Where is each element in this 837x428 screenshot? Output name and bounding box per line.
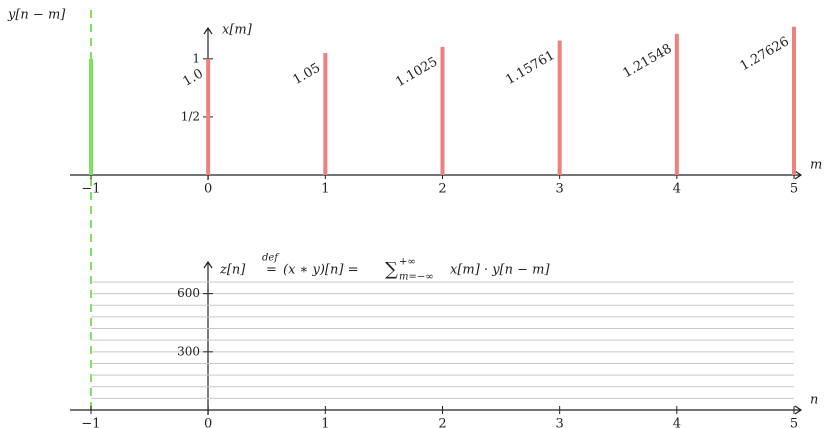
y-tick-label: 1 bbox=[192, 51, 200, 65]
x-tick-label: 5 bbox=[790, 182, 798, 197]
x-axis-label: n bbox=[810, 393, 818, 408]
label-part: +∞ bbox=[399, 257, 416, 268]
y-tick-label: 600 bbox=[177, 286, 200, 300]
bar bbox=[557, 40, 562, 175]
x-tick-label: 0 bbox=[204, 417, 212, 428]
x-tick-label: −1 bbox=[81, 182, 100, 197]
x-tick-label: 5 bbox=[790, 417, 798, 428]
y-axis-label: z[n] def = (x ∗ y)[n] = ∑ +∞ m=−∞ x[m] ·… bbox=[219, 253, 550, 283]
x-tick-label: 3 bbox=[556, 182, 564, 197]
label-part: (x ∗ y)[n] = bbox=[283, 263, 358, 278]
value-label: 1.1025 bbox=[393, 54, 440, 90]
x-tick-label: 1 bbox=[321, 417, 329, 428]
bar bbox=[674, 33, 679, 175]
bar bbox=[792, 26, 796, 175]
x-tick-label: 3 bbox=[556, 417, 564, 428]
x-tick-label: 4 bbox=[673, 182, 681, 197]
bar bbox=[323, 53, 328, 175]
top-axes bbox=[70, 26, 803, 180]
bar bbox=[440, 46, 445, 175]
x-tick-label: 2 bbox=[438, 417, 446, 428]
value-label: 1.15761 bbox=[503, 48, 557, 88]
x-axis-label: m bbox=[810, 158, 822, 173]
label-part: m=−∞ bbox=[399, 272, 434, 283]
bar bbox=[89, 58, 93, 175]
bottom-axes bbox=[70, 260, 803, 415]
label-part: z[n] bbox=[219, 263, 246, 278]
x-tick-label: 2 bbox=[438, 182, 446, 197]
label-part: def bbox=[262, 253, 280, 264]
label-part: x[m] · y[n − m] bbox=[450, 263, 550, 278]
series-label: x[m] bbox=[222, 23, 253, 38]
y-tick-label: 300 bbox=[177, 344, 200, 358]
y-tick-label: 1/2 bbox=[181, 109, 200, 123]
x-tick-label: 1 bbox=[321, 182, 329, 197]
value-label: 1.27626 bbox=[738, 34, 792, 74]
series-label: y[n − m] bbox=[7, 8, 66, 23]
x-tick-label: 4 bbox=[673, 417, 681, 428]
x-tick-label: 0 bbox=[204, 182, 212, 197]
bar bbox=[206, 58, 211, 175]
value-label: 1.21548 bbox=[621, 41, 675, 81]
value-label: 1.0 bbox=[181, 66, 206, 89]
label-part: ∑ bbox=[385, 259, 398, 280]
value-label: 1.05 bbox=[291, 61, 324, 88]
label-part: = bbox=[266, 263, 277, 278]
x-tick-label: −1 bbox=[81, 417, 100, 428]
